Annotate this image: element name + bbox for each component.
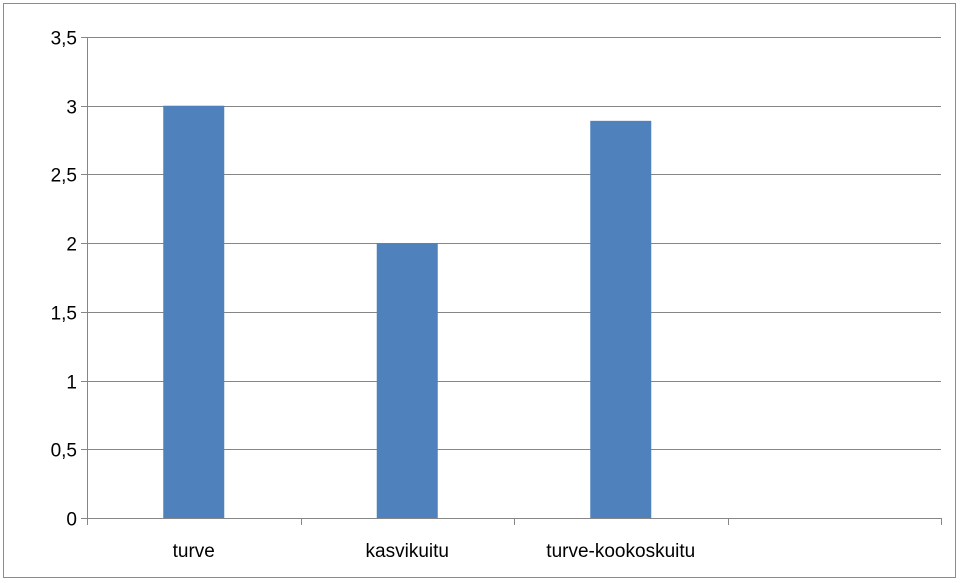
x-tick-label-turve-kookoskuitu: turve-kookoskuitu bbox=[546, 541, 695, 562]
y-tick-labels: 0 0,5 1 1,5 2 2,5 3 3,5 bbox=[51, 29, 77, 531]
x-tick-labels: turve kasvikuitu turve-kookoskuitu bbox=[173, 541, 696, 562]
bar-kasvikuitu bbox=[376, 243, 438, 518]
y-tick-label: 2,5 bbox=[51, 166, 77, 187]
axes bbox=[87, 37, 942, 525]
bar-turve bbox=[163, 105, 225, 518]
y-tick-label: 1,5 bbox=[51, 304, 77, 325]
y-tick-label: 0 bbox=[66, 510, 77, 531]
y-tick-label: 2 bbox=[66, 235, 77, 256]
chart-area bbox=[3, 3, 956, 578]
x-tick-label-kasvikuitu: kasvikuitu bbox=[366, 541, 449, 562]
x-tick-label-turve: turve bbox=[173, 541, 215, 562]
y-tick-label: 3,5 bbox=[51, 29, 77, 50]
bars bbox=[163, 105, 652, 519]
y-tick-label: 0,5 bbox=[51, 441, 77, 462]
y-tick-label: 3 bbox=[66, 98, 77, 119]
y-tick-label: 1 bbox=[66, 373, 77, 394]
gridlines bbox=[81, 37, 941, 519]
bar-turve-kookoskuitu bbox=[590, 120, 652, 519]
